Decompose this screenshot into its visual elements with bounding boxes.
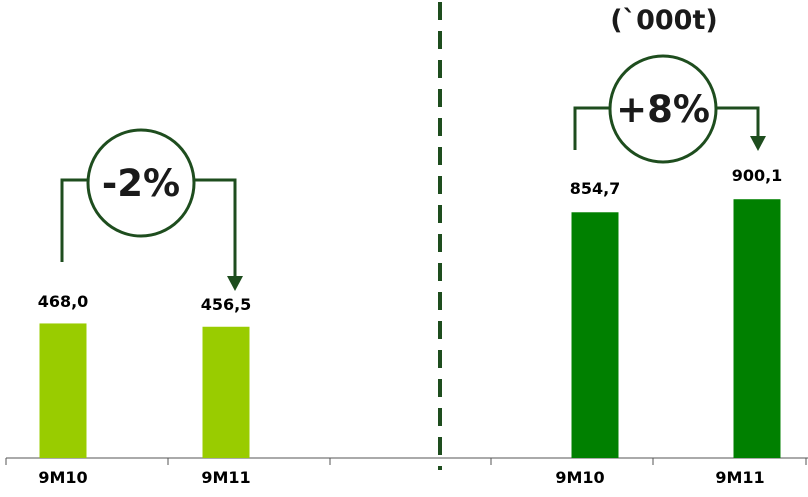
change-connector (60, 178, 94, 262)
change-label: +8% (616, 88, 710, 131)
change-label: -2% (102, 162, 180, 205)
bar-9m11 (733, 199, 781, 458)
change-connector (573, 106, 611, 150)
value-label: 900,1 (732, 166, 783, 185)
category-label: 9M10 (555, 468, 604, 487)
value-label: 468,0 (38, 292, 89, 311)
unit-label: (`000t) (610, 5, 717, 36)
category-label: 9M11 (201, 468, 250, 487)
arrow-head-icon (227, 276, 243, 291)
value-label: 456,5 (201, 295, 252, 314)
bar-9m10 (39, 323, 87, 458)
bar-9m10 (571, 212, 619, 458)
x-axis-ticks (5, 458, 807, 465)
category-label: 9M11 (715, 468, 764, 487)
value-label: 854,7 (570, 179, 621, 198)
change-circle (86, 128, 196, 238)
panel-right: 854,7 900,1 9M10 9M11 +8% (555, 54, 783, 487)
bars-left (39, 323, 250, 458)
panel-left: 468,0 456,5 9M10 9M11 -2% (38, 128, 252, 487)
change-connector (188, 178, 237, 276)
arrow-head-icon (750, 136, 766, 151)
change-connector (715, 106, 760, 136)
bar-9m11 (202, 326, 250, 458)
bars-right (571, 199, 781, 458)
change-circle (608, 54, 718, 164)
category-label: 9M10 (38, 468, 87, 487)
